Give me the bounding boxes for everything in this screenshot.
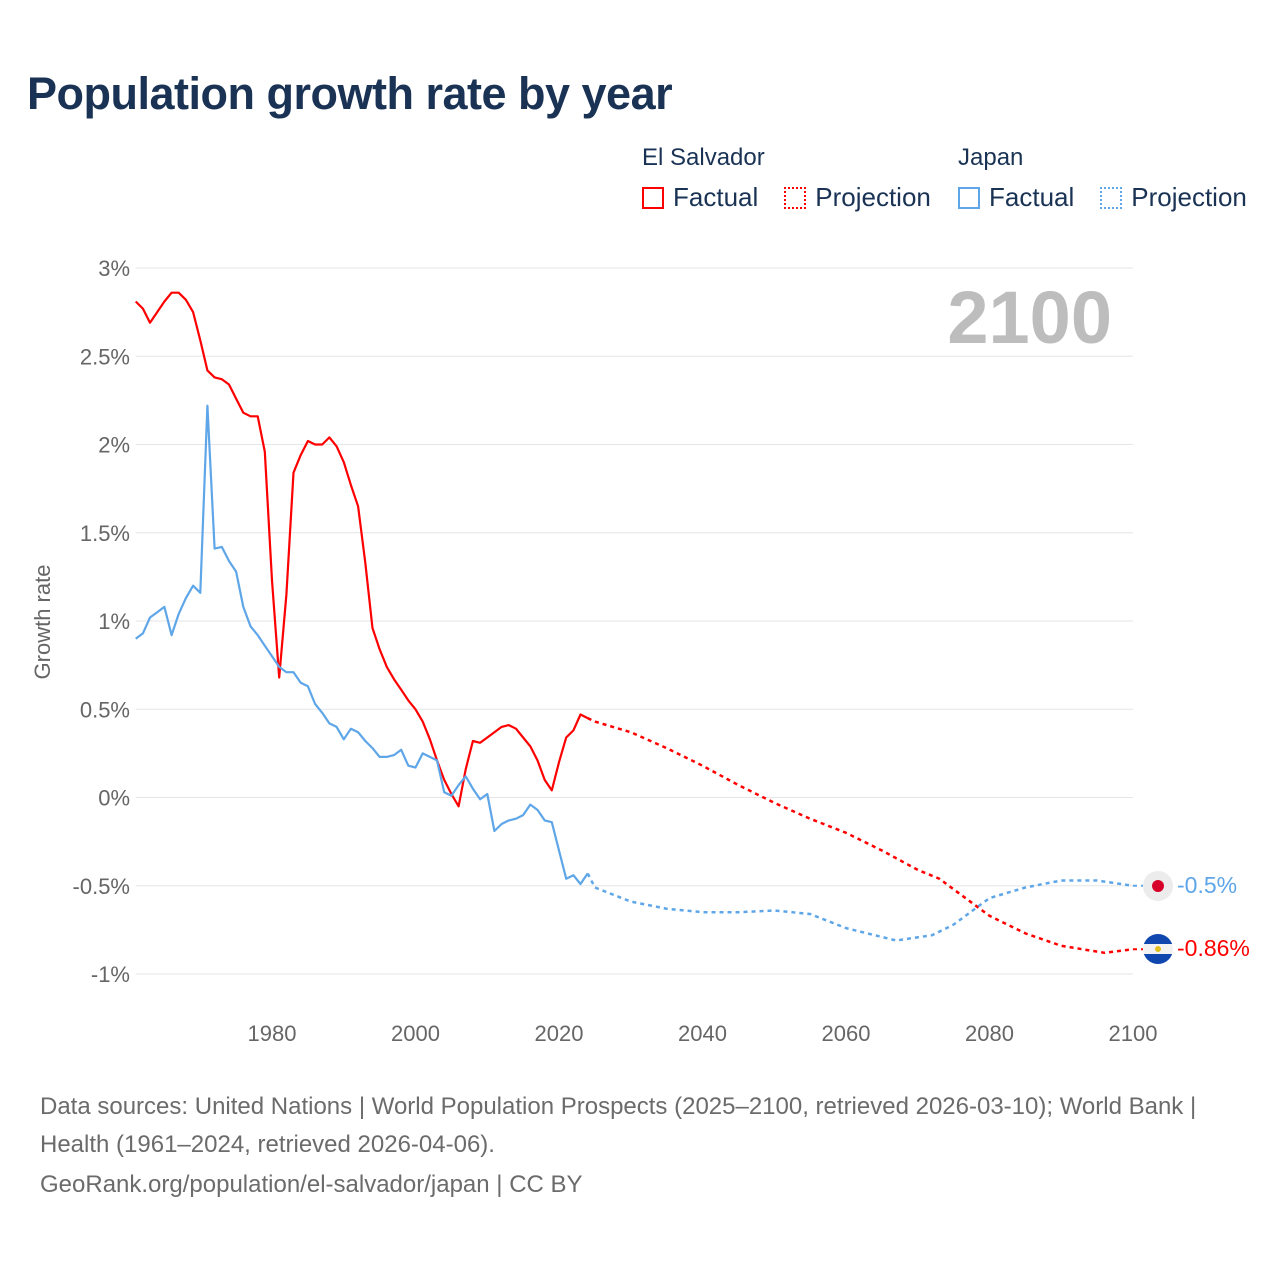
el-salvador-flag-icon xyxy=(1143,934,1173,964)
y-tick-label: 2% xyxy=(98,433,130,458)
x-tick-label: 2000 xyxy=(391,1021,440,1046)
y-tick-label: -0.5% xyxy=(73,874,130,899)
legend-swatch-projection xyxy=(1100,186,1123,209)
el-salvador-end-label: -0.86% xyxy=(1177,935,1250,961)
x-tick-label: 2060 xyxy=(822,1021,871,1046)
legend-group-name: El Salvador xyxy=(642,144,765,171)
legend-label: Factual xyxy=(989,182,1075,212)
credit-link[interactable]: GeoRank.org/population/el-salvador/japan… xyxy=(40,1171,583,1198)
legend-label: Projection xyxy=(815,182,931,212)
japan-projection-line xyxy=(586,872,1134,942)
legend-swatch-factual xyxy=(958,186,980,209)
japan-end-marker: -0.5% xyxy=(1143,871,1237,901)
japan-factual-line xyxy=(135,404,589,886)
el-salvador-factual-line xyxy=(134,291,589,808)
y-tick-label: 1.5% xyxy=(80,521,130,546)
y-tick-label: 3% xyxy=(98,256,130,281)
y-tick-label: 2.5% xyxy=(80,344,130,369)
legend-japan: Japan Factual Projection xyxy=(958,144,1247,213)
year-watermark: 2100 xyxy=(947,276,1112,359)
japan-flag-sun xyxy=(1152,880,1164,892)
legend-group-name: Japan xyxy=(958,144,1024,171)
footer: Data sources: United Nations | World Pop… xyxy=(40,1088,1240,1204)
x-tick-label: 2040 xyxy=(678,1021,727,1046)
y-axis-label: Growth rate xyxy=(30,565,55,680)
el-salvador-projection-line xyxy=(587,716,1134,955)
x-tick-label: 1980 xyxy=(248,1021,297,1046)
x-tick-label: 2020 xyxy=(535,1021,584,1046)
data-sources: Data sources: United Nations | World Pop… xyxy=(40,1093,1197,1158)
y-tick-label: -1% xyxy=(91,962,130,987)
el-salvador-end-marker: -0.86% xyxy=(1143,934,1250,964)
y-tick-label: 1% xyxy=(98,609,130,634)
x-tick-label: 2100 xyxy=(1109,1021,1158,1046)
japan-end-label: -0.5% xyxy=(1177,872,1237,898)
legend-label: Factual xyxy=(673,182,759,212)
legend-swatch-factual xyxy=(642,186,664,209)
y-tick-label: 0% xyxy=(98,786,130,811)
x-tick-label: 2080 xyxy=(965,1021,1014,1046)
legend-el-salvador: El Salvador Factual Projection xyxy=(642,144,957,213)
chart-title: Population growth rate by year xyxy=(27,68,673,119)
legend-swatch-projection xyxy=(784,186,807,209)
y-tick-label: 0.5% xyxy=(80,697,130,722)
legend-label: Projection xyxy=(1131,182,1247,212)
